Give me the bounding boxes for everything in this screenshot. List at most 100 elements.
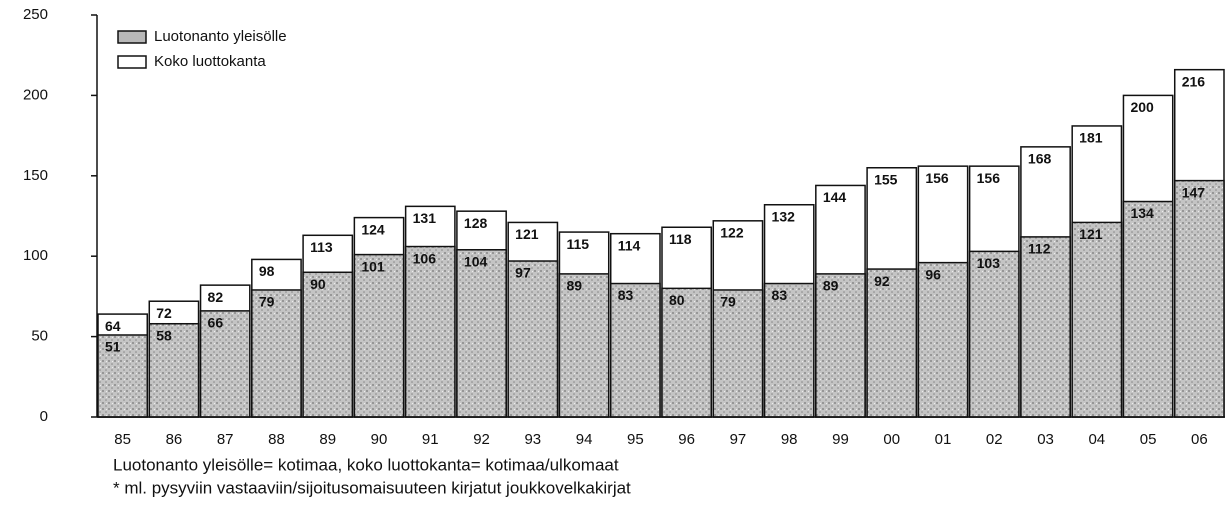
x-tick-label: 90 [371,431,388,448]
data-label: 72 [156,305,172,321]
data-label: 58 [156,327,172,343]
data-label: 101 [361,258,385,274]
data-label: 118 [669,231,692,247]
x-tick-label: 87 [217,431,234,448]
data-label: 82 [208,289,224,305]
data-label: 115 [566,236,589,252]
x-tick-label: 85 [114,431,131,448]
data-label: 66 [208,315,224,331]
data-label: 144 [823,189,847,205]
legend-label: Koko luottokanta [154,53,266,70]
data-label: 89 [566,278,582,294]
bar [1173,179,1225,418]
note: * ml. pysyviin vastaaviin/sijoitusomaisu… [113,478,631,497]
data-label: 216 [1182,73,1206,89]
data-label: 89 [823,278,839,294]
y-tick-label: 150 [23,167,48,184]
x-tick-label: 98 [781,431,798,448]
data-label: 112 [1028,241,1051,257]
bar [866,268,918,418]
data-label: 156 [925,170,949,186]
data-label: 64 [105,318,121,334]
bar [148,322,200,418]
bar [1122,200,1174,418]
x-tick-label: 92 [473,431,490,448]
data-label: 121 [1079,226,1103,242]
bar [712,289,764,418]
data-label: 114 [618,237,641,253]
data-label: 92 [874,273,890,289]
legend-swatch [117,30,147,44]
data-label: 97 [515,265,531,281]
x-tick-label: 88 [268,431,285,448]
bar [1020,236,1071,418]
x-tick-label: 04 [1088,431,1105,448]
data-label: 80 [669,292,685,308]
bar [609,282,661,418]
data-label: 181 [1079,130,1103,146]
data-label: 51 [105,339,121,355]
bar [507,260,559,418]
x-tick-label: 97 [730,431,747,448]
data-label: 98 [259,263,275,279]
bar [661,287,713,418]
data-label: 103 [977,255,1001,271]
y-tick-label: 50 [31,328,48,345]
data-label: 134 [1130,205,1154,221]
bar [404,245,456,418]
x-tick-label: 01 [935,431,952,448]
data-label: 79 [720,294,736,310]
x-tick-label: 95 [627,431,644,448]
bar [456,249,507,418]
x-tick-label: 93 [524,431,541,448]
x-tick-label: 03 [1037,431,1054,448]
x-tick-label: 00 [883,431,900,448]
bar [763,282,815,418]
bar [968,250,1020,418]
x-tick-label: 89 [319,431,336,448]
data-label: 83 [772,287,788,303]
bar [251,289,302,418]
data-label: 113 [310,239,333,255]
data-label: 121 [515,226,539,242]
y-tick-label: 0 [40,408,48,425]
data-label: 124 [361,221,385,237]
y-tick-label: 250 [23,6,48,23]
bar [917,261,969,418]
bar [302,271,354,418]
y-tick-label: 100 [23,247,48,264]
data-label: 131 [413,210,437,226]
bar [353,253,405,418]
x-tick-label: 06 [1191,431,1208,448]
data-label: 96 [925,266,941,282]
data-label: 122 [720,225,744,241]
x-tick-label: 91 [422,431,439,448]
y-tick-label: 200 [23,86,48,103]
data-label: 83 [618,287,634,303]
x-tick-label: 02 [986,431,1003,448]
bar [558,273,610,418]
bar [815,273,866,418]
data-label: 79 [259,294,275,310]
data-label: 132 [772,208,796,224]
data-label: 147 [1182,184,1206,200]
data-label: 155 [874,171,898,187]
x-tick-label: 05 [1140,431,1157,448]
data-label: 106 [413,250,437,266]
legend-swatch [117,55,147,69]
data-label: 128 [464,215,488,231]
bar [1071,221,1123,418]
data-label: 156 [977,170,1001,186]
x-tick-label: 94 [576,431,593,448]
bar [97,334,149,418]
data-label: 168 [1028,151,1052,167]
data-label: 200 [1130,99,1154,115]
legend-label: Luotonanto yleisölle [154,28,287,45]
note: Luotonanto yleisölle= kotimaa, koko luot… [113,455,619,474]
data-label: 90 [310,276,326,292]
x-tick-label: 96 [678,431,695,448]
x-tick-label: 86 [166,431,183,448]
data-label: 104 [464,253,488,269]
x-tick-label: 99 [832,431,849,448]
